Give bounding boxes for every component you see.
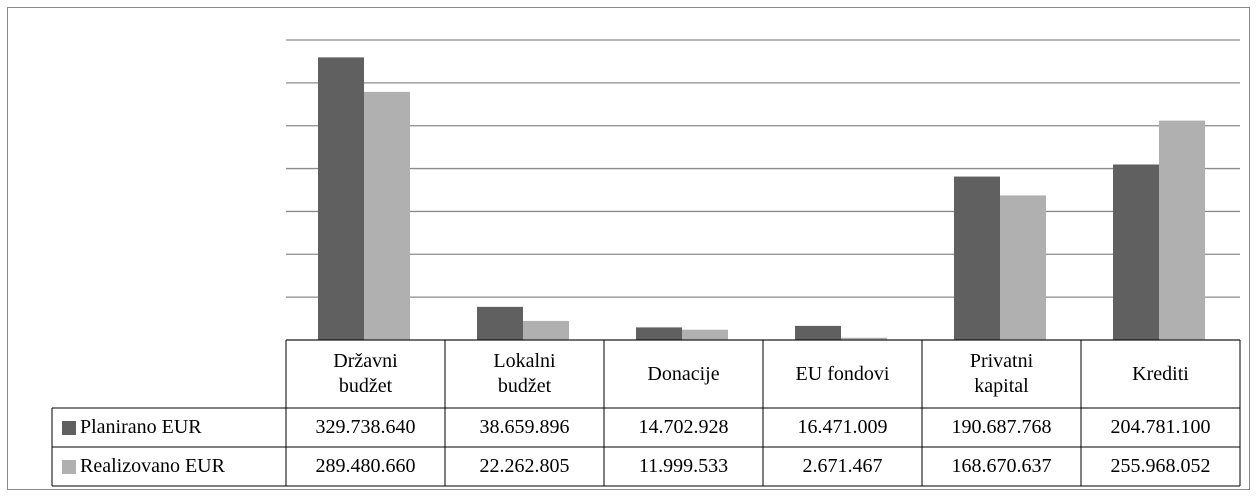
category-label-text: Lokalni budžet <box>493 350 556 397</box>
bar <box>1159 120 1205 340</box>
data-table-value: 2.671.467 <box>763 447 922 486</box>
data-table-value-text: 14.702.928 <box>638 416 729 438</box>
bar <box>477 306 523 340</box>
legend-entry: Planirano EUR <box>52 408 286 447</box>
category-label-text: EU fondovi <box>795 362 890 385</box>
category-label-text: Privatni kapital <box>969 350 1034 397</box>
data-table-value-text: 255.968.052 <box>1110 455 1211 477</box>
legend-entry-text: Planirano EUR <box>80 416 202 438</box>
data-table-value-text: 22.262.805 <box>479 455 570 477</box>
chart-border <box>7 7 1250 490</box>
bar <box>682 329 728 340</box>
data-table-value-text: 329.738.640 <box>315 416 416 438</box>
data-table-value: 289.480.660 <box>286 447 445 486</box>
data-table-value: 11.999.533 <box>604 447 763 486</box>
bar <box>636 327 682 340</box>
bar <box>318 57 364 340</box>
data-table-value: 190.687.768 <box>922 408 1081 447</box>
data-table-value: 14.702.928 <box>604 408 763 447</box>
data-table-value-text: 16.471.009 <box>797 416 888 438</box>
data-table-value: 329.738.640 <box>286 408 445 447</box>
data-table-value-text: 190.687.768 <box>951 416 1052 438</box>
category-label: Lokalni budžet <box>445 340 604 408</box>
bar <box>954 176 1000 340</box>
bar <box>795 325 841 340</box>
category-label: Državni budžet <box>286 340 445 408</box>
data-table-value: 38.659.896 <box>445 408 604 447</box>
data-table-value-text: 2.671.467 <box>802 455 883 477</box>
data-table-value-text: 289.480.660 <box>315 455 416 477</box>
legend-key <box>62 420 76 435</box>
category-label: Krediti <box>1081 340 1240 408</box>
bar <box>523 320 569 340</box>
legend-entry: Realizovano EUR <box>52 447 286 486</box>
data-table-value: 168.670.637 <box>922 447 1081 486</box>
data-table-value-text: 38.659.896 <box>479 416 570 438</box>
category-label-text: Državni budžet <box>333 350 398 397</box>
category-label-text: Donacije <box>647 362 720 385</box>
data-table-value: 22.262.805 <box>445 447 604 486</box>
bar <box>1113 164 1159 340</box>
category-label: EU fondovi <box>763 340 922 408</box>
data-table-value-text: 204.781.100 <box>1110 416 1211 438</box>
bar <box>364 91 410 340</box>
category-label: Donacije <box>604 340 763 408</box>
category-label-text: Krediti <box>1132 362 1189 385</box>
data-table-value: 204.781.100 <box>1081 408 1240 447</box>
bar <box>1000 195 1046 340</box>
data-table-value-text: 11.999.533 <box>638 455 729 477</box>
data-table-value-text: 168.670.637 <box>951 455 1052 477</box>
data-table-value: 255.968.052 <box>1081 447 1240 486</box>
bar <box>841 337 887 340</box>
data-table-value: 16.471.009 <box>763 408 922 447</box>
legend-entry-text: Realizovano EUR <box>80 455 225 477</box>
category-label: Privatni kapital <box>922 340 1081 408</box>
legend-key <box>62 459 76 474</box>
